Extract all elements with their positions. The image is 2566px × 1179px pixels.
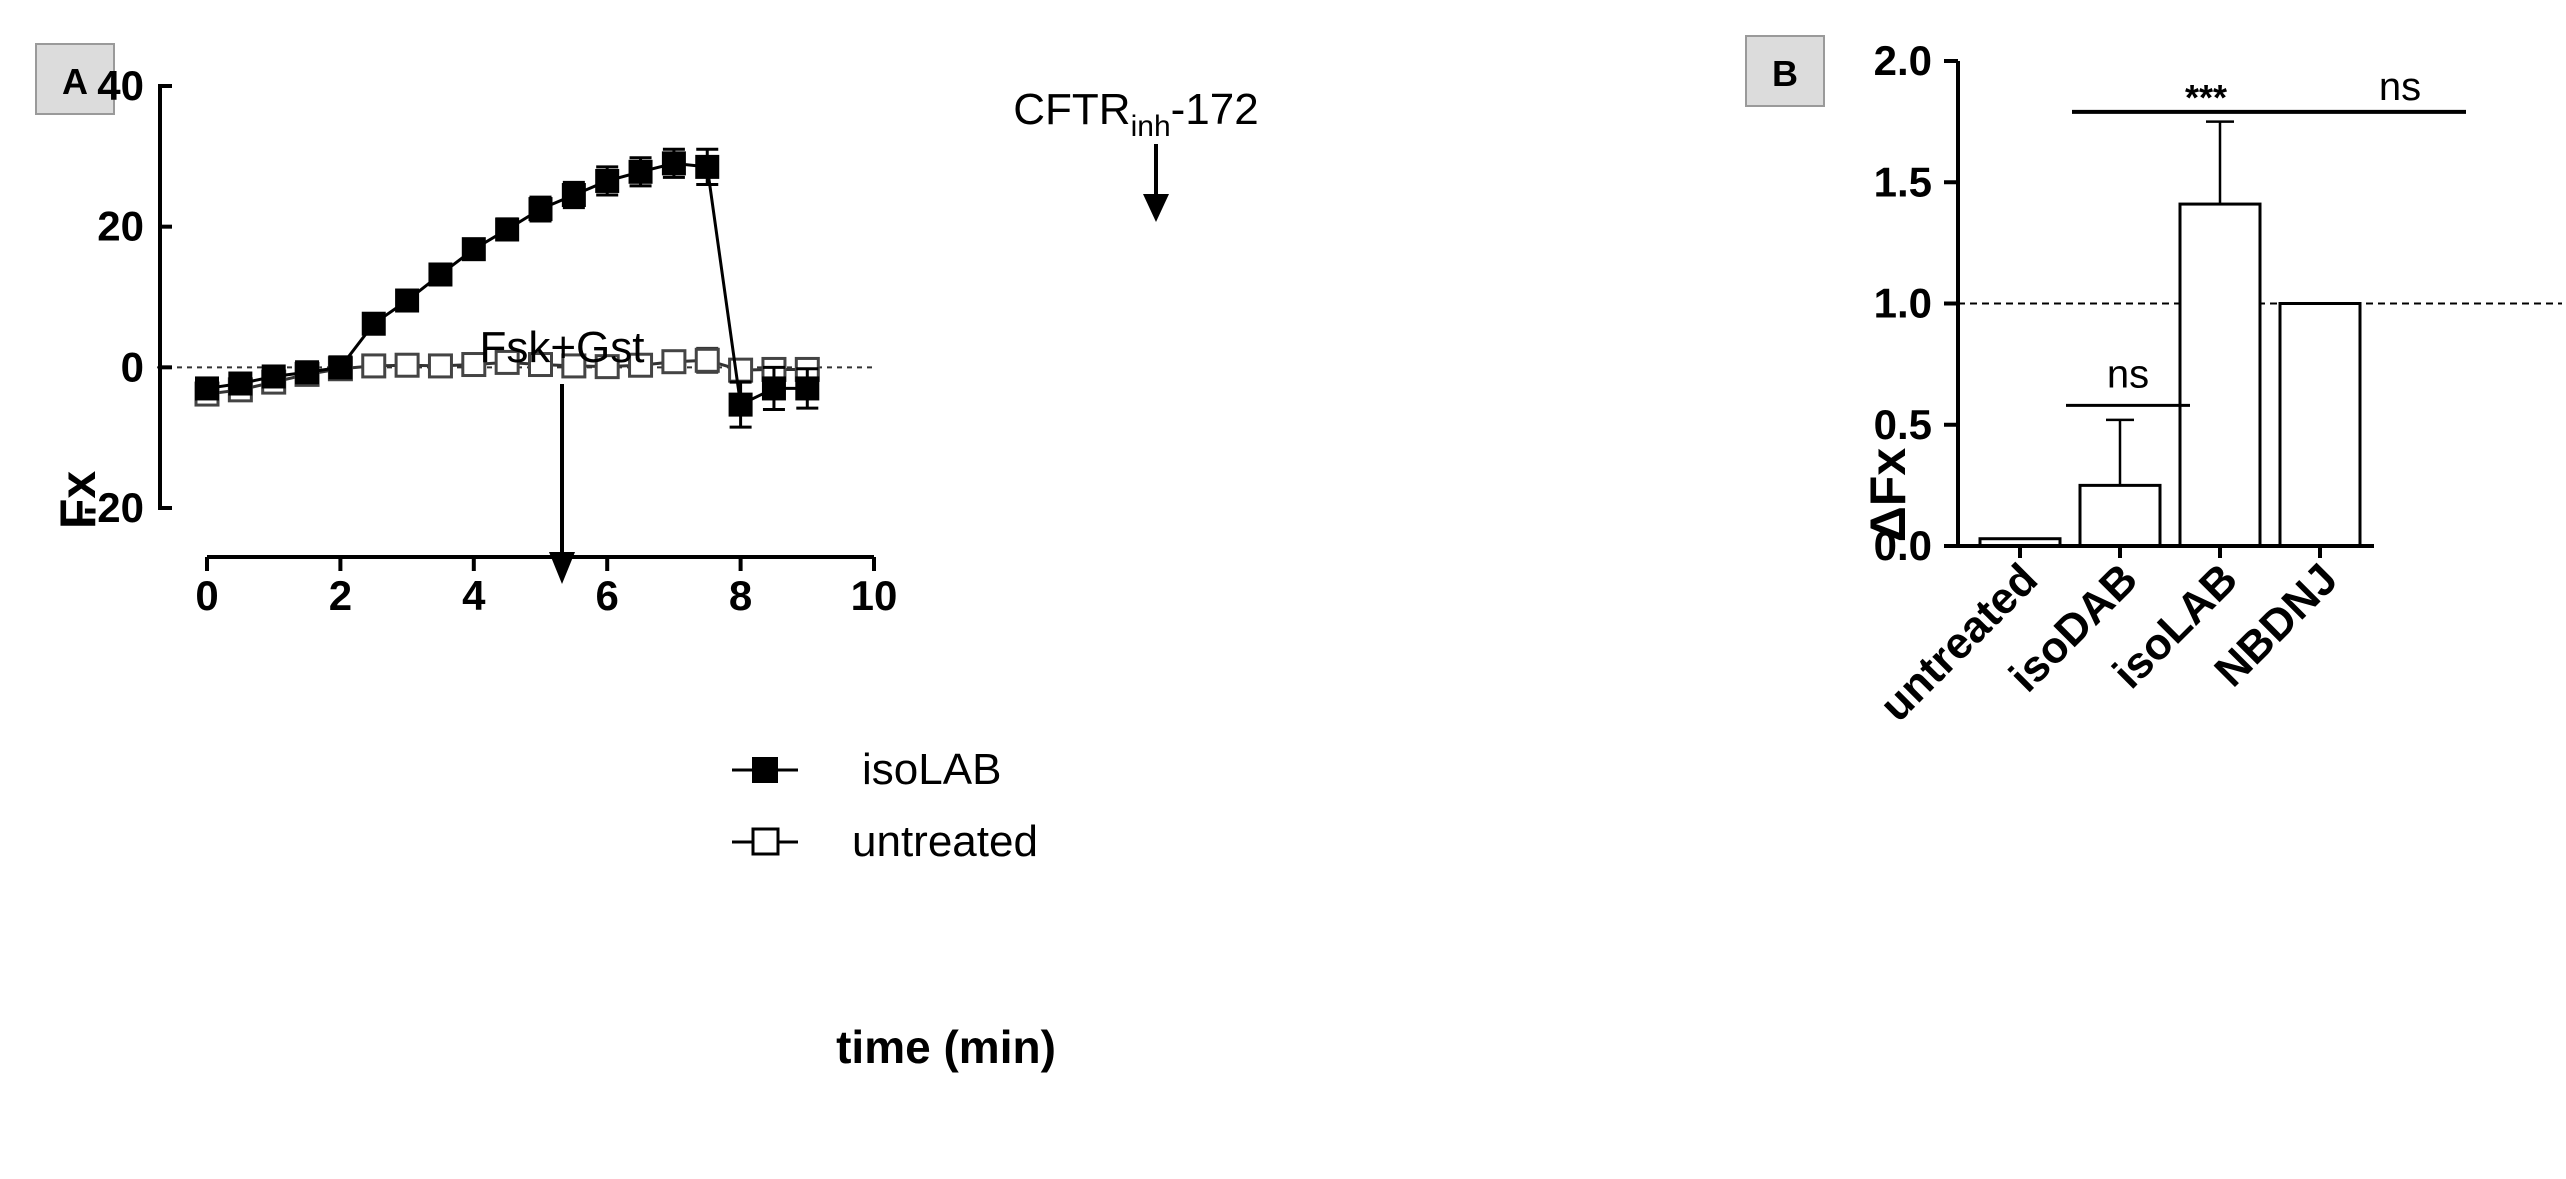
bar [2078, 483, 2162, 548]
y-tick-label: -20 [83, 484, 144, 531]
panel-a-letter: A [62, 61, 88, 102]
legend: isoLAB untreated [732, 745, 1038, 866]
y-tick-label: 1.0 [1874, 280, 1932, 327]
data-point [494, 349, 520, 375]
data-point [427, 353, 453, 379]
bars-layer [1978, 120, 2362, 548]
annotation-fsk-gst-label: Fsk+Gst [479, 323, 644, 372]
data-point [695, 154, 720, 179]
data-point [628, 352, 654, 378]
data-point [728, 392, 753, 417]
bar-chart-b: 0.00.51.01.52.0untreatedisoDABisoLABNBDN… [1860, 37, 2562, 731]
data-point [361, 311, 386, 336]
y-tick-label: 1.5 [1874, 158, 1932, 205]
data-point [694, 347, 720, 373]
bar-isolab [2178, 120, 2262, 548]
legend-item-isolab: isoLAB [732, 745, 1001, 794]
bar [2178, 202, 2262, 548]
y-tick-label: 0 [121, 343, 144, 390]
x-tick-label: 6 [596, 572, 619, 619]
significance-label: *** [2185, 77, 2227, 118]
data-point [661, 349, 687, 375]
annotation-cftr-arrow-head [1143, 194, 1169, 222]
data-point [594, 354, 620, 380]
y-tick-label: 0.5 [1874, 401, 1932, 448]
legend-label-untreated: untreated [852, 817, 1038, 866]
data-point [495, 217, 520, 242]
x-tick-label: 4 [462, 572, 486, 619]
significance-label: ns [2379, 65, 2421, 109]
tick-labels: -20 0 20 40 0 2 4 6 8 10 [83, 62, 897, 619]
panel-a-box [35, 43, 115, 115]
data-point [228, 371, 253, 396]
data-point [528, 197, 553, 222]
data-point [561, 183, 586, 208]
x-tick-label: 0 [195, 572, 218, 619]
annotation-cftr-label: CFTRinh-172 [1013, 85, 1258, 143]
significance-label: ns [2107, 352, 2149, 396]
data-point [295, 360, 320, 385]
annotation-fsk-gst-arrow-head [549, 552, 575, 584]
x-tick-label: untreated [1871, 554, 2047, 730]
y-tick-label: 40 [97, 62, 144, 109]
data-point [394, 352, 420, 378]
data-point [528, 352, 553, 378]
panel-label-a: A [35, 43, 115, 115]
x-axis-label: time (min) [836, 1021, 1056, 1073]
panel-label-b: B [1745, 35, 1825, 107]
y-axis-label: Fx [50, 471, 106, 530]
data-point [795, 376, 820, 401]
data-point [195, 376, 219, 401]
data-point [328, 355, 353, 380]
bar [2278, 302, 2362, 548]
line-chart-a: -20 0 20 40 0 2 4 6 8 10 time (min) Fx Fsk+Gst CF… [50, 62, 1259, 1073]
bar-isodab [2078, 418, 2162, 548]
data-point [395, 288, 420, 313]
data-point [461, 237, 486, 262]
legend-label-isolab: isoLAB [862, 745, 1001, 794]
y-tick-label: 0.0 [1874, 522, 1932, 569]
series-layer [194, 147, 820, 429]
data-point [428, 262, 453, 287]
y-axis-label: ΔFx [1860, 448, 1916, 542]
annotation-fsk-gst: Fsk+Gst [479, 323, 645, 584]
bar-nbdnj [2278, 302, 2362, 548]
data-point [595, 168, 620, 193]
x-tick-label: 2 [329, 572, 352, 619]
y-tick-label: 2.0 [1874, 37, 1932, 84]
data-point [628, 159, 653, 184]
axes [158, 84, 876, 571]
data-point [361, 353, 387, 379]
data-point [561, 353, 587, 379]
legend-item-untreated: untreated [732, 817, 1038, 866]
y-tick-label: 20 [97, 203, 144, 250]
panel-b-letter: B [1772, 53, 1798, 94]
legend-open-square-marker [751, 827, 780, 856]
x-tick-label: 10 [851, 572, 898, 619]
data-point [761, 376, 786, 401]
data-point [728, 357, 754, 383]
x-tick-label: 8 [729, 572, 752, 619]
data-point [461, 352, 487, 378]
series-isolab [195, 147, 820, 429]
data-point [661, 151, 686, 176]
panel-b-box [1745, 35, 1825, 107]
axes [1944, 59, 2374, 558]
data-point [261, 364, 286, 389]
legend-filled-square-marker [752, 757, 778, 783]
annotation-cftr-inhibitor: CFTRinh-172 [1013, 85, 1259, 222]
significance-layer: ns *** ns [2066, 65, 2466, 407]
